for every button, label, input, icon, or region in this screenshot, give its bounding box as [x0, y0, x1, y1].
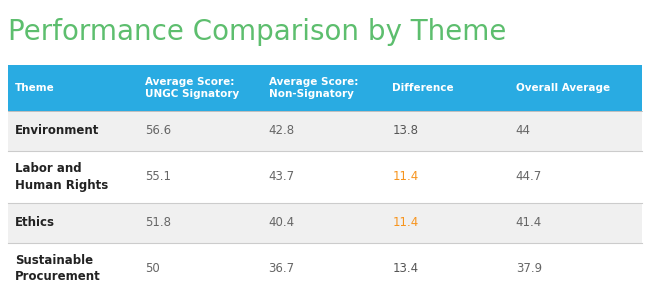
Text: 50: 50 [145, 263, 160, 275]
Text: 11.4: 11.4 [392, 171, 419, 183]
Text: Environment: Environment [15, 125, 99, 137]
Bar [8, 111, 642, 151]
Bar [8, 243, 642, 293]
Text: Labor and
Human Rights: Labor and Human Rights [15, 163, 109, 192]
Text: 13.8: 13.8 [392, 125, 418, 137]
Text: 36.7: 36.7 [268, 263, 294, 275]
Bar [8, 203, 642, 243]
Text: Average Score:
Non-Signatory: Average Score: Non-Signatory [268, 77, 358, 99]
Text: Overall Average: Overall Average [516, 83, 610, 93]
Text: Performance Comparison by Theme: Performance Comparison by Theme [8, 18, 506, 46]
Text: 55.1: 55.1 [145, 171, 171, 183]
Text: 37.9: 37.9 [516, 263, 542, 275]
Text: Average Score:
UNGC Signatory: Average Score: UNGC Signatory [145, 77, 239, 99]
Bar [8, 151, 642, 203]
Text: 44.7: 44.7 [516, 171, 542, 183]
Text: 51.8: 51.8 [145, 217, 171, 229]
Text: 41.4: 41.4 [516, 217, 542, 229]
Text: 42.8: 42.8 [268, 125, 294, 137]
Text: 56.6: 56.6 [145, 125, 171, 137]
Text: Ethics: Ethics [15, 217, 55, 229]
Text: 43.7: 43.7 [268, 171, 294, 183]
Text: 40.4: 40.4 [268, 217, 294, 229]
Bar [8, 65, 642, 111]
Text: Theme: Theme [15, 83, 55, 93]
Text: 11.4: 11.4 [392, 217, 419, 229]
Text: 44: 44 [516, 125, 531, 137]
Text: Sustainable
Procurement: Sustainable Procurement [15, 255, 101, 284]
Text: 13.4: 13.4 [392, 263, 419, 275]
Text: Difference: Difference [392, 83, 454, 93]
